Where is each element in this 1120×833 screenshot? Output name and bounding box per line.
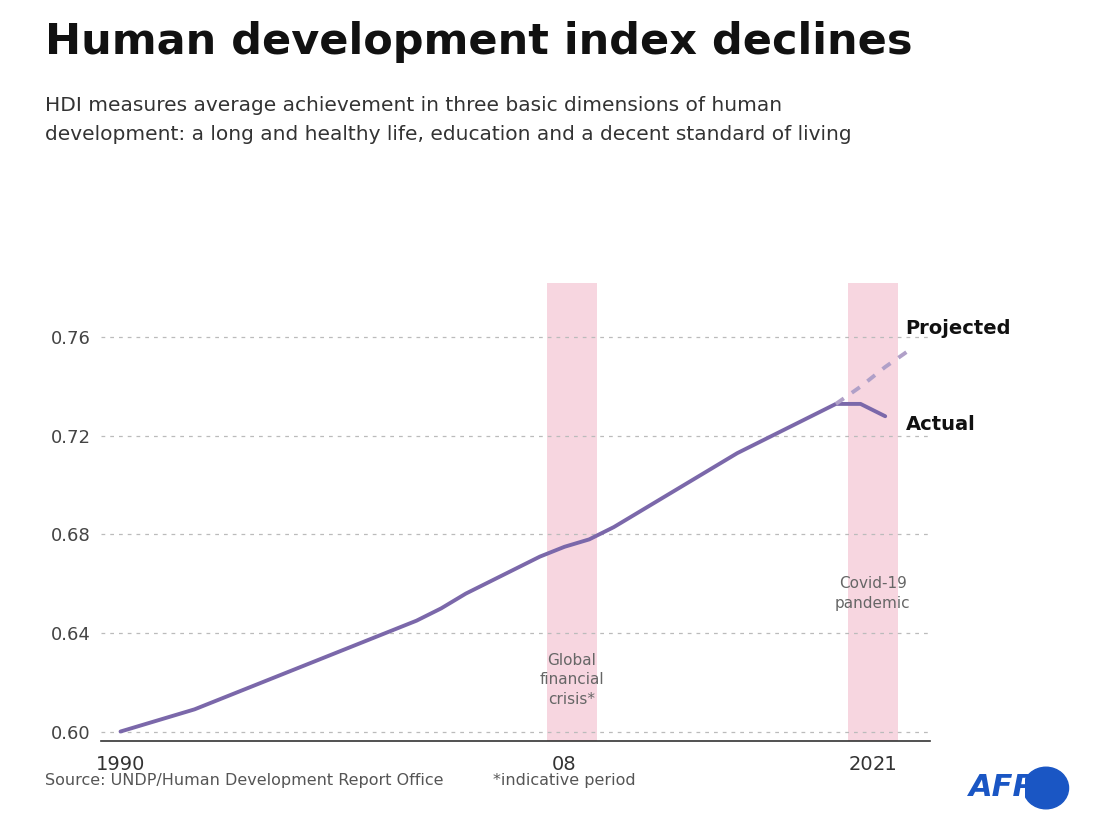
Bar [548,283,597,741]
Text: *indicative period: *indicative period [493,773,635,788]
Circle shape [1024,767,1068,809]
Text: AFP: AFP [969,773,1036,801]
Text: Projected: Projected [906,319,1011,338]
Bar [848,283,897,741]
Text: Human development index declines: Human development index declines [45,21,913,62]
Text: Global
financial
crisis*: Global financial crisis* [540,653,605,707]
Text: development: a long and healthy life, education and a decent standard of living: development: a long and healthy life, ed… [45,125,851,144]
Text: Actual: Actual [906,415,976,434]
Text: Covid-19
pandemic: Covid-19 pandemic [836,576,911,611]
Text: Source: UNDP/Human Development Report Office: Source: UNDP/Human Development Report Of… [45,773,444,788]
Text: HDI measures average achievement in three basic dimensions of human: HDI measures average achievement in thre… [45,96,782,115]
